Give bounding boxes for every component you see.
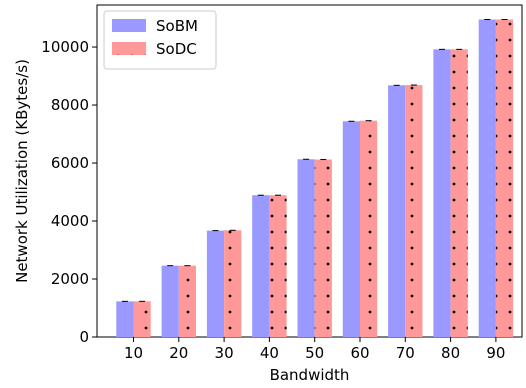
x-tick-label: 90 <box>486 344 505 362</box>
bar-sodc-50 <box>314 159 332 337</box>
bar-sobm-80 <box>433 49 451 338</box>
bar-sobm-70 <box>388 85 406 337</box>
bar-sobm-30 <box>206 230 225 337</box>
bar-sodc-20 <box>178 265 196 337</box>
bar-sobm-20 <box>161 265 179 337</box>
bar-sodc-80 <box>450 49 468 338</box>
bar-sodc-60 <box>360 120 378 337</box>
bar-sodc-70 <box>405 85 423 337</box>
bar-sobm-90 <box>478 19 496 337</box>
y-tick-label: 10000 <box>41 38 89 56</box>
y-axis-ticks: 0 2000 4000 6000 8000 10000 <box>41 38 97 346</box>
y-tick-label: 2000 <box>51 270 89 288</box>
bar-sodc-10 <box>133 301 151 337</box>
y-tick-label: 8000 <box>51 96 89 114</box>
legend-swatch-sodc <box>112 42 146 55</box>
bar-sobm-50 <box>297 159 315 337</box>
x-tick-label: 80 <box>441 344 460 362</box>
y-tick-label: 6000 <box>51 154 89 172</box>
x-tick-label: 20 <box>169 344 188 362</box>
y-tick-label: 4000 <box>51 212 89 230</box>
bar-sodc-90 <box>495 19 514 337</box>
x-tick-label: 10 <box>124 344 143 362</box>
x-tick-label: 30 <box>215 344 234 362</box>
legend: SoBM SoDC <box>103 10 217 70</box>
legend-label-sobm: SoBM <box>156 17 198 35</box>
legend-swatch-sobm <box>112 19 146 32</box>
bar-sobm-10 <box>116 301 134 337</box>
bar-sodc-30 <box>224 230 242 337</box>
x-tick-label: 60 <box>350 344 369 362</box>
bar-sodc-40 <box>269 195 287 337</box>
x-tick-label: 40 <box>260 344 279 362</box>
y-tick-label: 0 <box>79 328 89 346</box>
x-axis-label: Bandwidth <box>270 366 350 384</box>
x-tick-label: 70 <box>396 344 415 362</box>
x-axis-ticks: 10 20 30 40 50 60 70 80 90 <box>124 337 505 362</box>
bar-sobm-40 <box>252 195 270 337</box>
x-tick-label: 50 <box>305 344 324 362</box>
y-axis-label: Network Utilization (KBytes/s) <box>13 59 31 283</box>
bar-sobm-60 <box>342 121 360 338</box>
bars <box>116 19 514 338</box>
legend-label-sodc: SoDC <box>156 40 197 58</box>
